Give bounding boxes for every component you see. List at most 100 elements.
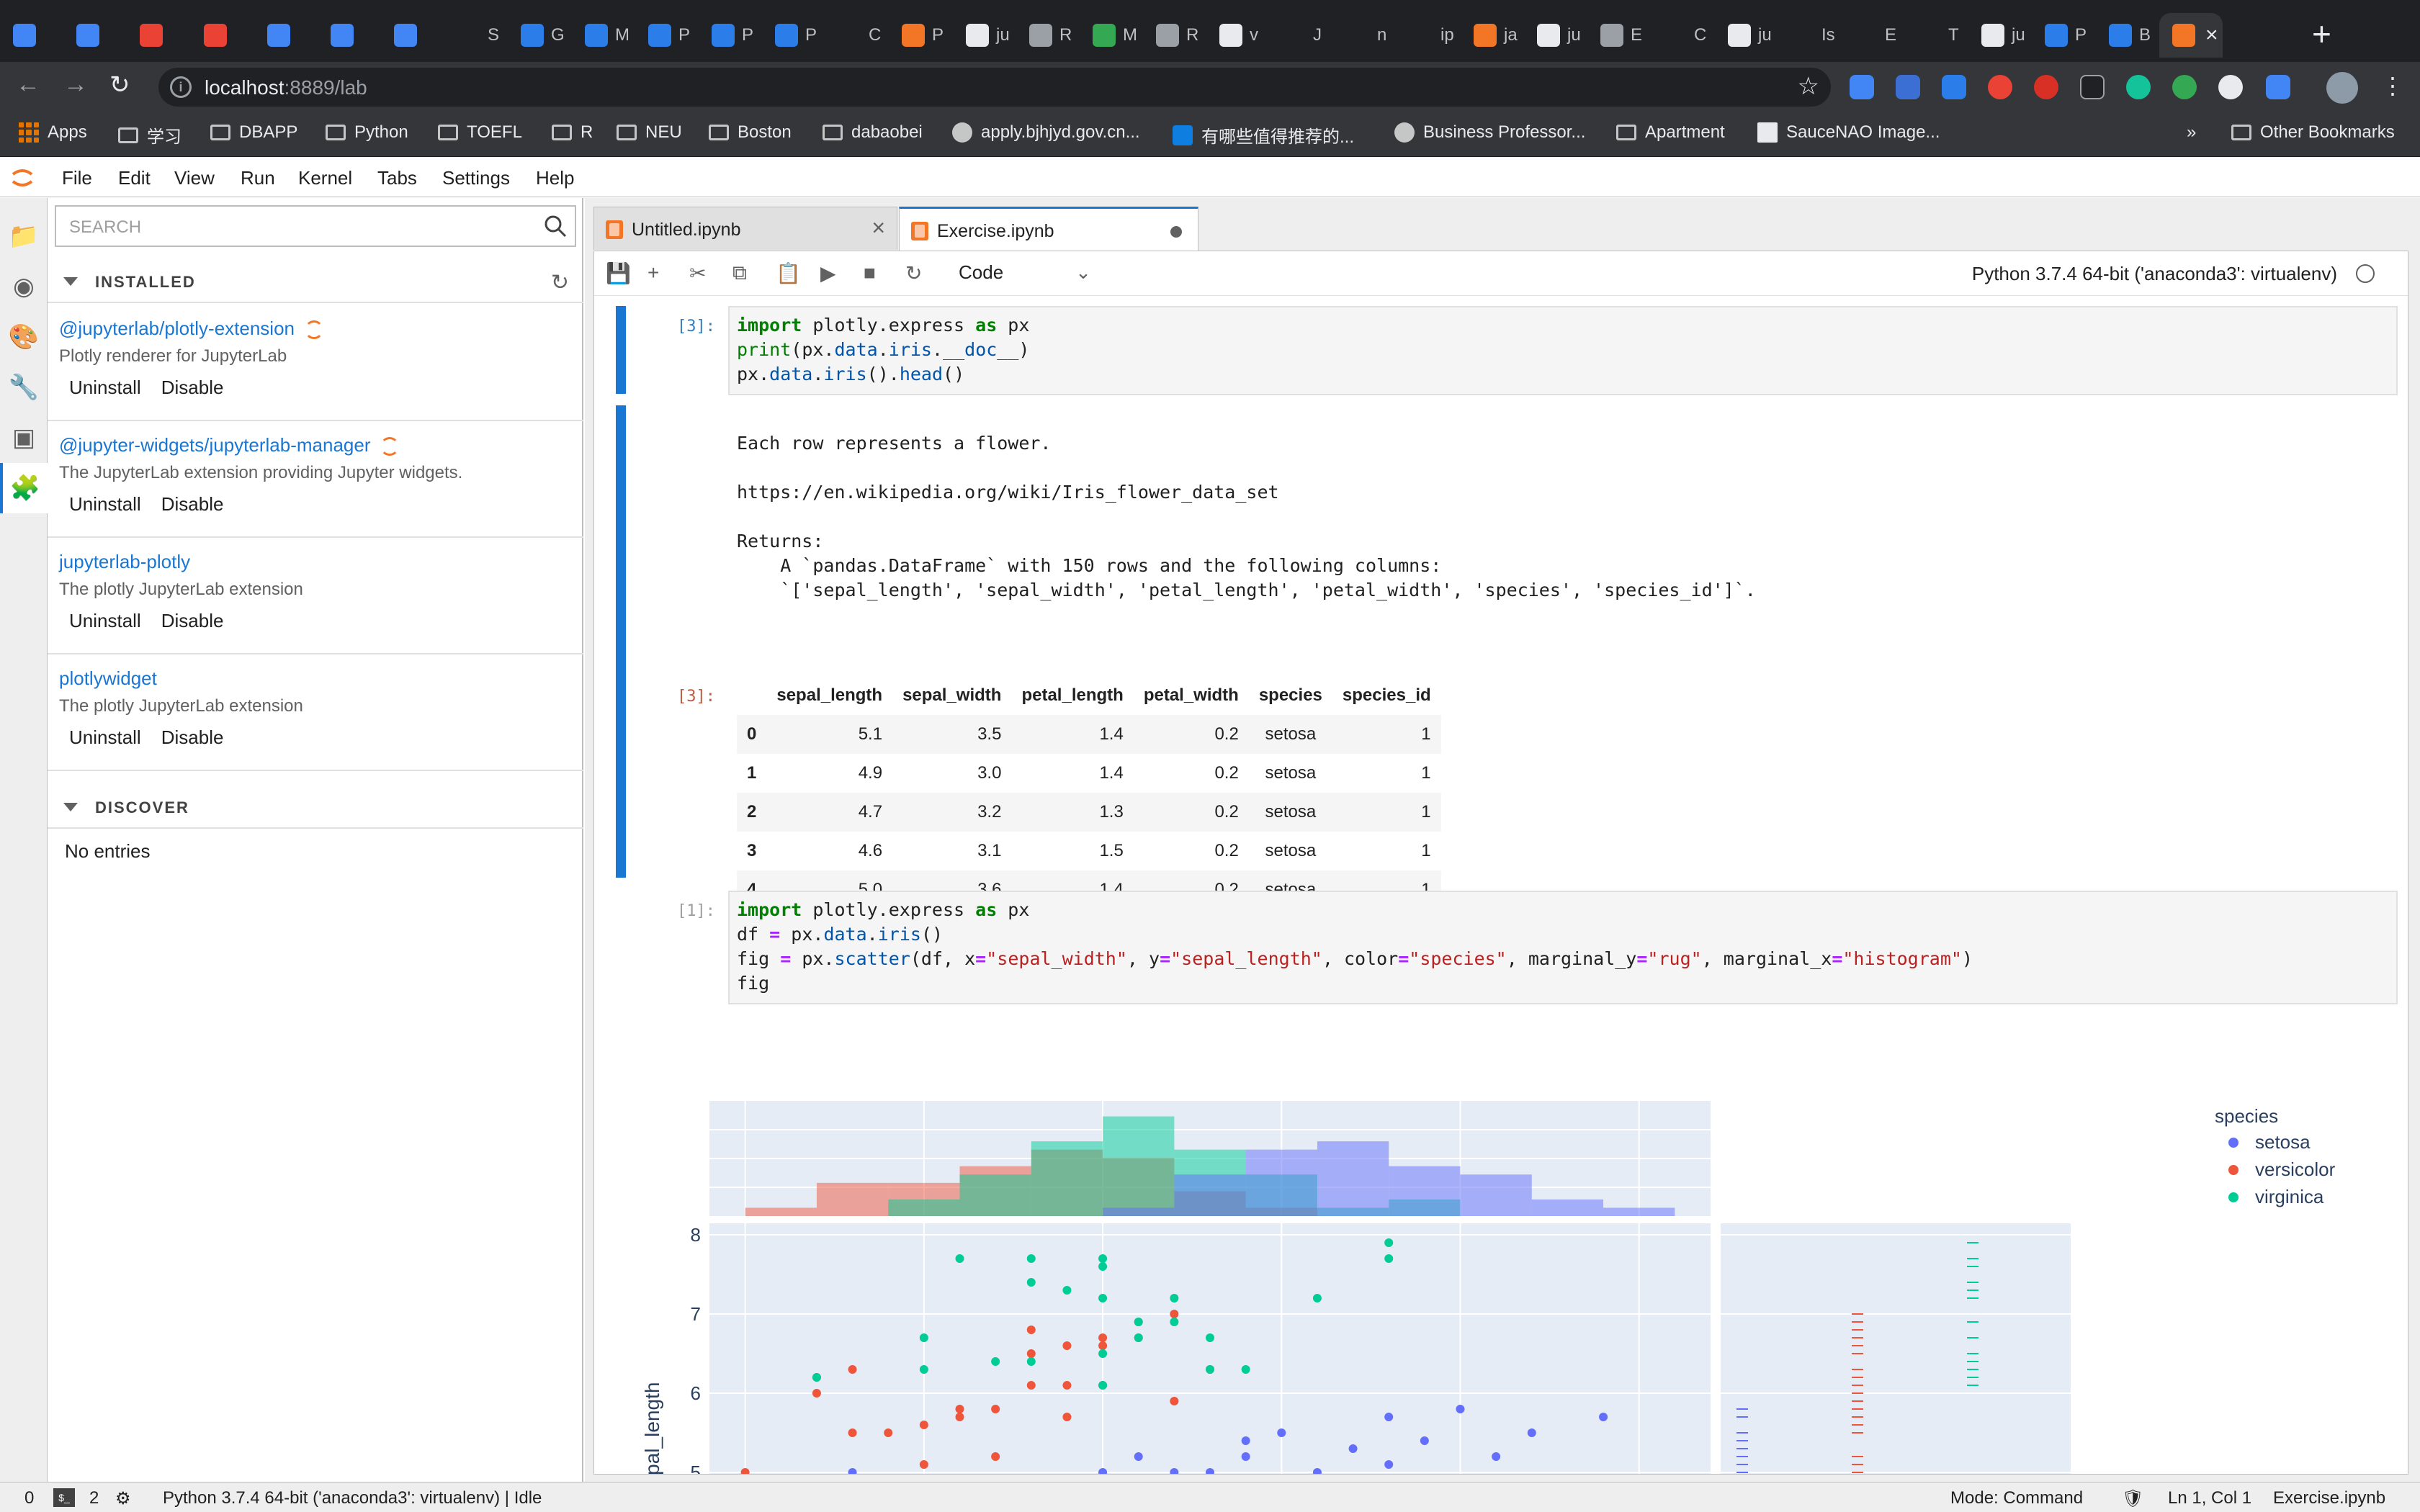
browser-tab[interactable] <box>254 13 318 58</box>
browser-tab[interactable] <box>381 13 444 58</box>
browser-tab[interactable] <box>0 13 63 58</box>
bookmark-link[interactable]: 有哪些值得推荐的... <box>1173 122 1354 148</box>
stop-icon[interactable]: ■ <box>864 261 876 284</box>
bookmark-folder[interactable]: Python <box>326 122 408 143</box>
disable-button[interactable]: Disable <box>161 377 224 398</box>
menu-kebab-icon[interactable]: ⋮ <box>2381 73 2404 99</box>
bookmark-folder[interactable]: TOEFL <box>438 122 522 143</box>
run-icon[interactable]: ▶ <box>820 262 836 284</box>
search-icon[interactable] <box>543 214 568 238</box>
bookmark-folder[interactable]: DBAPP <box>210 122 297 143</box>
browser-tab[interactable]: R <box>1143 13 1206 58</box>
disable-button[interactable]: Disable <box>161 493 224 515</box>
grammarly-extension-icon[interactable] <box>2126 75 2151 99</box>
palette-icon[interactable]: 🎨 <box>8 323 40 351</box>
bookmarks-overflow-chevron[interactable]: » <box>2187 122 2196 143</box>
browser-tab[interactable]: S <box>444 13 508 58</box>
browser-tab[interactable]: ja <box>1461 13 1524 58</box>
current-file-name[interactable]: Exercise.ipynb <box>2273 1488 2386 1508</box>
adblock-extension-icon[interactable] <box>2034 75 2058 99</box>
cell-collapser[interactable] <box>616 306 626 394</box>
mode-indicator[interactable]: Mode: Command <box>1950 1488 2084 1508</box>
bookmark-folder[interactable]: 学习 <box>118 122 182 148</box>
extension-name-link[interactable]: @jupyterlab/plotly-extension <box>59 318 324 340</box>
browser-tab[interactable]: T <box>1905 13 1968 58</box>
bookmark-folder[interactable]: R <box>552 122 593 143</box>
browser-tab[interactable]: P <box>699 13 762 58</box>
menu-file[interactable]: File <box>62 167 92 189</box>
browser-tab[interactable]: ju <box>1968 13 2032 58</box>
calendar-extension-icon[interactable] <box>1896 75 1920 99</box>
site-info-icon[interactable]: i <box>170 76 192 98</box>
terminals-count[interactable]: 0 <box>24 1488 35 1508</box>
wrench-icon[interactable]: 🔧 <box>8 374 40 401</box>
new-tab-button[interactable]: + <box>2312 15 2331 53</box>
output-collapser[interactable] <box>616 405 626 878</box>
bookmark-link[interactable]: Business Professor... <box>1394 122 1585 143</box>
refresh-icon[interactable]: ↻ <box>550 271 569 294</box>
running-sessions-icon[interactable]: ◉ <box>13 273 35 300</box>
menu-run[interactable]: Run <box>241 167 275 189</box>
save-icon[interactable]: 💾 <box>606 262 631 284</box>
browser-tab[interactable]: P <box>762 13 825 58</box>
browser-tab[interactable]: G <box>508 13 571 58</box>
browser-tab[interactable] <box>127 13 190 58</box>
browser-tab[interactable]: B <box>2096 13 2159 58</box>
paste-icon[interactable]: 📋 <box>776 262 801 284</box>
kernel-name[interactable]: Python 3.7.4 64-bit ('anaconda3': virtua… <box>1971 263 2337 284</box>
browser-tab[interactable]: ju <box>1715 13 1778 58</box>
uninstall-button[interactable]: Uninstall <box>69 493 141 515</box>
cell-type-select[interactable]: Code ⌄ <box>959 261 1091 284</box>
close-icon[interactable]: × <box>871 215 885 240</box>
discover-section-header[interactable]: DISCOVER <box>48 786 583 829</box>
cursor-position[interactable]: Ln 1, Col 1 <box>2168 1488 2252 1508</box>
browser-tab[interactable]: ip <box>1397 13 1461 58</box>
menu-kernel[interactable]: Kernel <box>298 167 353 189</box>
browser-tab[interactable] <box>318 13 381 58</box>
extension-name-link[interactable]: @jupyter-widgets/jupyterlab-manager <box>59 434 400 456</box>
bookmark-folder[interactable]: NEU <box>617 122 682 143</box>
translate-extension-icon[interactable] <box>1850 75 1874 99</box>
extension-puzzle-icon[interactable]: 🧩 <box>0 463 48 513</box>
browser-tab[interactable]: v <box>1206 13 1270 58</box>
add-cell-icon[interactable]: + <box>647 261 660 284</box>
address-bar[interactable]: i localhost:8889/lab ☆ <box>158 68 1831 107</box>
browser-tab[interactable]: C <box>825 13 889 58</box>
browser-tab[interactable]: ju <box>1524 13 1587 58</box>
off-extension-icon[interactable] <box>2266 75 2290 99</box>
g-extension-icon[interactable] <box>2172 75 2197 99</box>
extension-search-input[interactable]: SEARCH <box>55 205 576 247</box>
extension-name-link[interactable]: jupyterlab-plotly <box>59 551 191 572</box>
uninstall-button[interactable]: Uninstall <box>69 726 141 748</box>
browser-tab[interactable]: ju <box>953 13 1016 58</box>
menu-settings[interactable]: Settings <box>442 167 510 189</box>
browser-tab[interactable] <box>191 13 254 58</box>
copy-icon[interactable]: ⧉ <box>732 261 747 284</box>
browser-tab[interactable]: n <box>1334 13 1397 58</box>
browser-tab[interactable]: E <box>1587 13 1651 58</box>
installed-section-header[interactable]: INSTALLED ↻ <box>48 260 583 303</box>
browser-tab[interactable]: E <box>1842 13 1905 58</box>
terminal-icon[interactable]: $_ <box>53 1488 75 1507</box>
bookmark-folder-other[interactable]: Other Bookmarks <box>2231 122 2395 143</box>
menu-view[interactable]: View <box>174 167 215 189</box>
browser-tab[interactable]: Is <box>1778 13 1842 58</box>
browser-tab[interactable] <box>63 13 127 58</box>
bookmark-star-icon[interactable]: ☆ <box>1797 73 1819 100</box>
bookmark-folder[interactable]: Boston <box>709 122 792 143</box>
browser-tab[interactable]: P <box>889 13 952 58</box>
browser-tab[interactable]: M <box>572 13 635 58</box>
browser-tab[interactable]: R <box>1016 13 1080 58</box>
kernel-chip-icon[interactable]: ⚙ <box>115 1489 131 1508</box>
close-tab-icon[interactable]: × <box>2205 23 2218 47</box>
browser-tab[interactable]: P <box>2032 13 2095 58</box>
plotly-figure[interactable]: 5 6 7 8 sepal_length species setosa versicolor v… <box>593 1101 2366 1475</box>
back-arrow-icon[interactable]: ← <box>16 71 40 98</box>
menu-tabs[interactable]: Tabs <box>377 167 417 189</box>
tab-untitled-notebook[interactable]: Untitled.ipynb × <box>593 207 897 250</box>
x-extension-icon[interactable] <box>2080 75 2105 99</box>
bookmark-link[interactable]: apply.bjhjyd.gov.cn... <box>952 122 1140 143</box>
restart-icon[interactable]: ↻ <box>905 262 923 284</box>
tabs-window-icon[interactable]: ▣ <box>12 424 36 451</box>
browser-tab[interactable]: M <box>1080 13 1143 58</box>
